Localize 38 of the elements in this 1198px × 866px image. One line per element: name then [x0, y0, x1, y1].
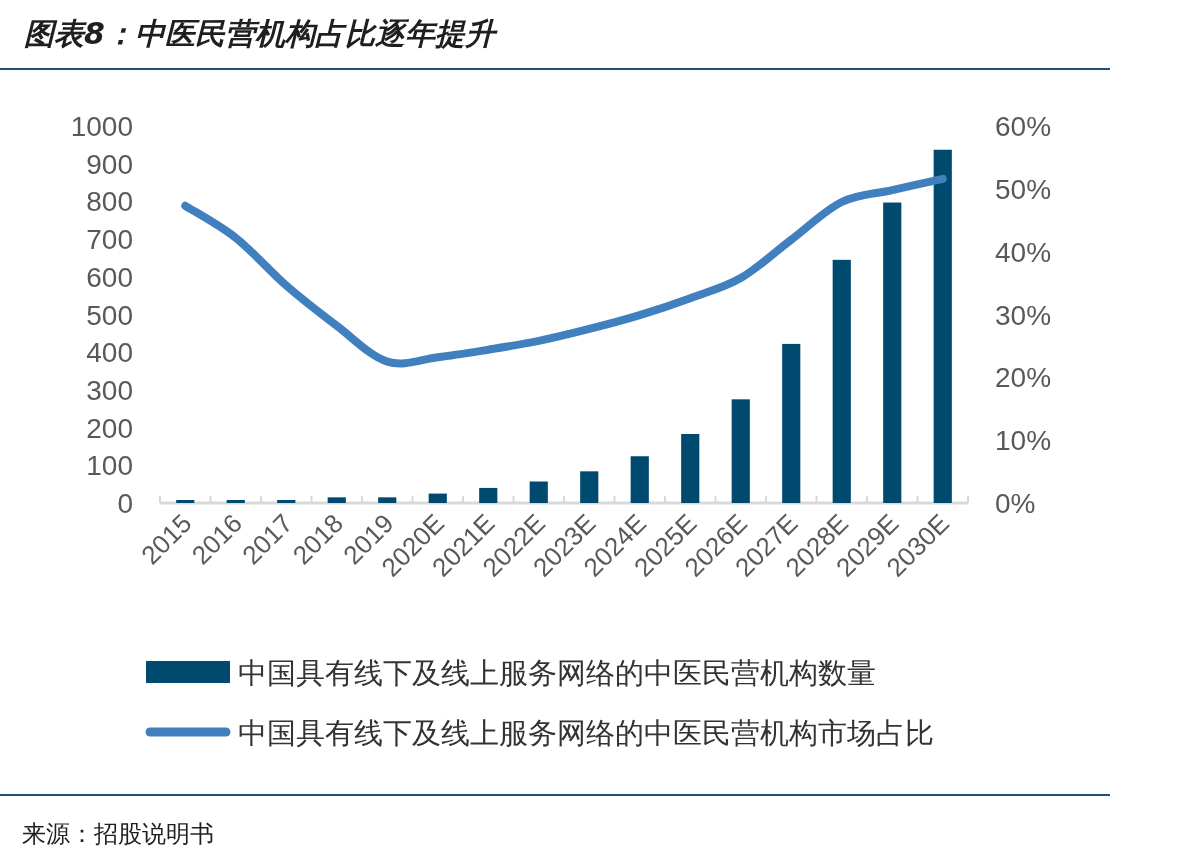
y-tick-label: 200 [86, 412, 133, 444]
bar [428, 493, 447, 503]
legend-label: 中国具有线下及线上服务网络的中医民营机构市场占比 [238, 717, 934, 749]
y-tick-label: 500 [86, 299, 133, 331]
legend-label: 中国具有线下及线上服务网络的中医民营机构数量 [238, 657, 876, 689]
bar [630, 456, 649, 503]
y2-tick-label: 60% [995, 111, 1052, 142]
bar [681, 434, 700, 503]
y2-tick-label: 50% [995, 173, 1052, 205]
y2-tick-label: 30% [995, 299, 1052, 331]
y-tick-label: 100 [86, 450, 133, 482]
y2-tick-label: 10% [995, 425, 1052, 457]
bar [327, 497, 346, 503]
bar [731, 399, 750, 503]
bar [479, 487, 498, 503]
bar [580, 471, 599, 503]
y2-tick-label: 0% [995, 488, 1036, 519]
y-tick-label: 600 [86, 261, 133, 293]
bar [883, 202, 902, 503]
y2-tick-label: 20% [995, 362, 1052, 394]
bar [832, 259, 851, 503]
y2-tick-label: 40% [995, 236, 1052, 268]
y-tick-label: 800 [86, 186, 133, 218]
y-tick-label: 300 [86, 374, 133, 406]
bar [529, 481, 548, 503]
chart-title: 图表8：中医民营机构占比逐年提升 [24, 16, 498, 51]
y-tick-label: 1000 [70, 111, 133, 142]
bar [782, 343, 801, 503]
bar [378, 497, 397, 503]
y-tick-label: 900 [86, 148, 133, 180]
bar [176, 499, 195, 503]
source-note: 来源：招股说明书 [22, 820, 214, 848]
bar [933, 149, 952, 503]
bar [226, 499, 245, 503]
y-tick-label: 0 [117, 488, 133, 519]
y-tick-label: 400 [86, 337, 133, 369]
bar [277, 499, 296, 503]
y-tick-label: 700 [86, 224, 133, 256]
